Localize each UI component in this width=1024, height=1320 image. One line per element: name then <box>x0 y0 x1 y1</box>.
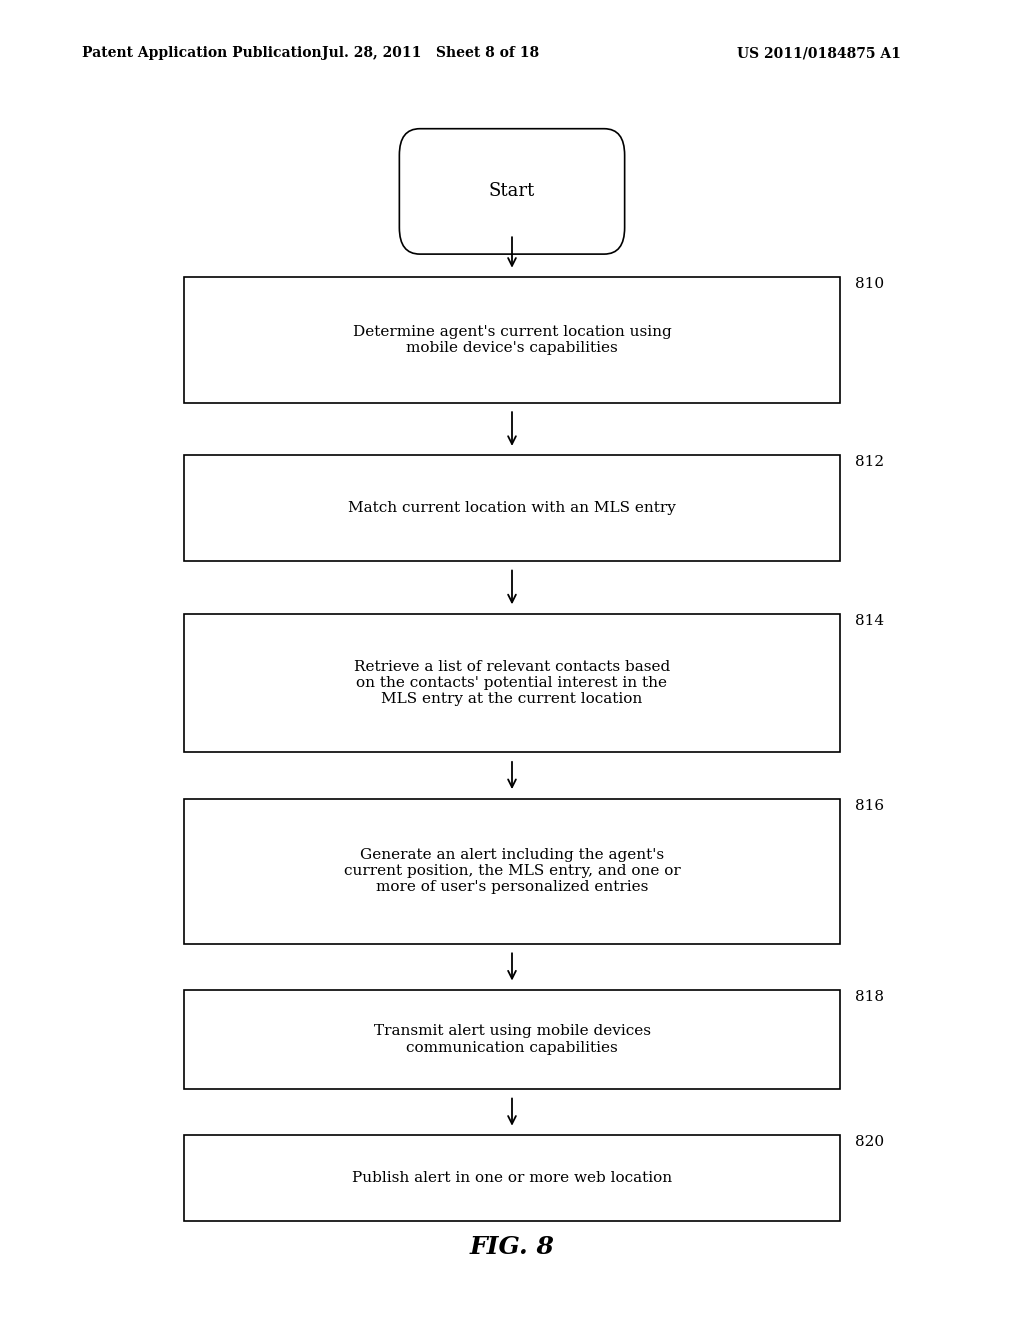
Text: US 2011/0184875 A1: US 2011/0184875 A1 <box>737 46 901 61</box>
Text: Patent Application Publication: Patent Application Publication <box>82 46 322 61</box>
Text: 814: 814 <box>855 614 884 628</box>
Text: Transmit alert using mobile devices
communication capabilities: Transmit alert using mobile devices comm… <box>374 1024 650 1055</box>
FancyBboxPatch shape <box>184 455 840 561</box>
Text: 812: 812 <box>855 455 884 470</box>
FancyBboxPatch shape <box>184 799 840 944</box>
Text: Jul. 28, 2011   Sheet 8 of 18: Jul. 28, 2011 Sheet 8 of 18 <box>322 46 539 61</box>
Text: 816: 816 <box>855 799 884 813</box>
FancyBboxPatch shape <box>184 277 840 403</box>
FancyBboxPatch shape <box>184 990 840 1089</box>
FancyBboxPatch shape <box>399 129 625 253</box>
Text: Retrieve a list of relevant contacts based
on the contacts' potential interest i: Retrieve a list of relevant contacts bas… <box>354 660 670 706</box>
FancyBboxPatch shape <box>184 614 840 752</box>
Text: Generate an alert including the agent's
current position, the MLS entry, and one: Generate an alert including the agent's … <box>344 847 680 895</box>
Text: Start: Start <box>488 182 536 201</box>
Text: 820: 820 <box>855 1135 884 1150</box>
FancyBboxPatch shape <box>184 1135 840 1221</box>
Text: Match current location with an MLS entry: Match current location with an MLS entry <box>348 502 676 515</box>
Text: 818: 818 <box>855 990 884 1005</box>
Text: 810: 810 <box>855 277 884 292</box>
Text: Determine agent's current location using
mobile device's capabilities: Determine agent's current location using… <box>352 325 672 355</box>
Text: Publish alert in one or more web location: Publish alert in one or more web locatio… <box>352 1171 672 1185</box>
Text: FIG. 8: FIG. 8 <box>470 1236 554 1259</box>
